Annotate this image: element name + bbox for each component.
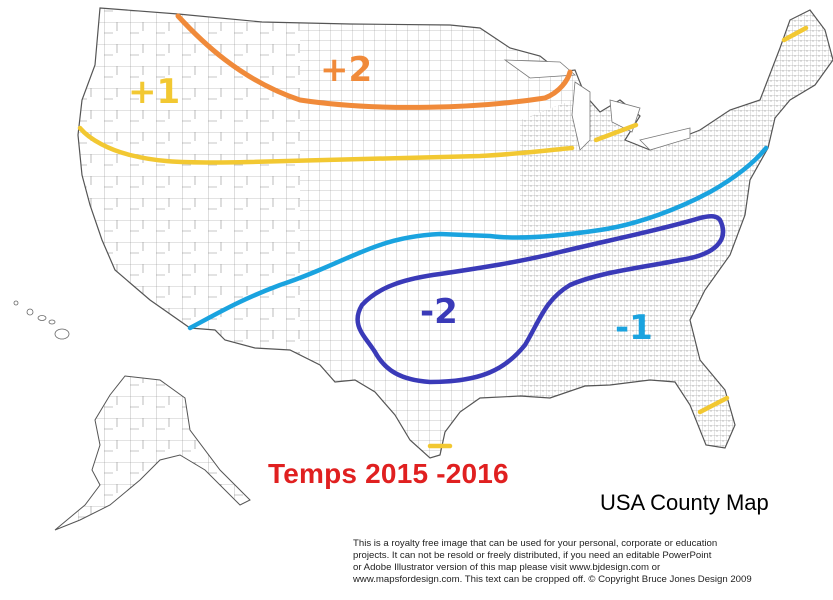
annotation-minus-two: -2 (420, 292, 458, 332)
dark-blue-contour-loop (355, 214, 726, 385)
hawaii (13, 300, 70, 340)
yellow-contour-line (77, 125, 575, 165)
great-lakes (503, 59, 691, 151)
copyright-notice: This is a royalty free image that can be… (353, 538, 823, 586)
map-title: USA County Map (600, 490, 769, 515)
temperature-contours (77, 13, 809, 449)
yellow-segment-maine (781, 25, 809, 43)
light-blue-contour-line (187, 145, 769, 331)
annotation-plus-one: +1 (128, 72, 181, 112)
yellow-segment-florida (697, 395, 730, 415)
yellow-segment-michigan (593, 122, 639, 143)
copyright-line: This is a royalty free image that can be… (353, 538, 718, 549)
annotation-minus-one: -1 (615, 308, 653, 348)
overlay-title: Temps 2015 -2016 (268, 458, 509, 489)
copyright-line: projects. It can not be resold or freely… (353, 550, 712, 561)
copyright-line: or Adobe Illustrator version of this map… (353, 562, 661, 573)
copyright-line: www.mapsfordesign.com. This text can be … (353, 574, 752, 585)
annotation-plus-two: +2 (320, 50, 373, 90)
orange-contour-line (175, 13, 573, 110)
alaska (54, 375, 251, 531)
